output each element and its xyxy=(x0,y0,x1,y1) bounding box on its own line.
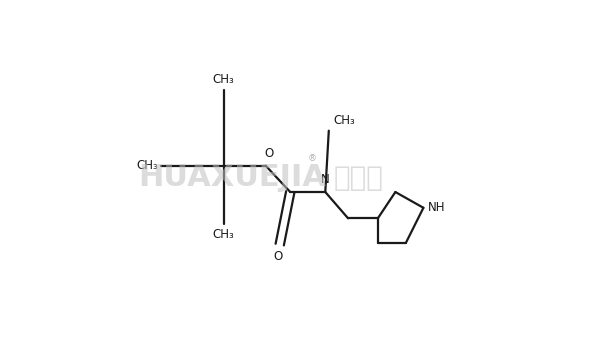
Text: CH₃: CH₃ xyxy=(136,159,158,172)
Text: NH: NH xyxy=(428,201,445,214)
Text: CH₃: CH₃ xyxy=(333,114,355,127)
Text: O: O xyxy=(264,147,273,161)
Text: HUAXUEJIA: HUAXUEJIA xyxy=(138,163,326,193)
Text: ®: ® xyxy=(308,154,317,163)
Text: CH₃: CH₃ xyxy=(213,73,235,86)
Text: 化学加: 化学加 xyxy=(334,164,384,192)
Text: O: O xyxy=(274,250,282,263)
Text: CH₃: CH₃ xyxy=(213,228,235,241)
Text: N: N xyxy=(321,173,330,187)
